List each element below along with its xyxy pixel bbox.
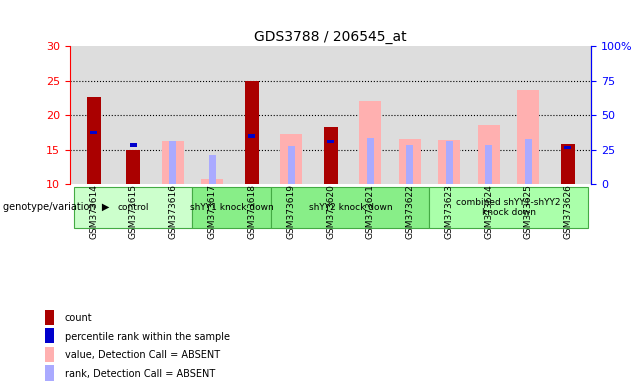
Bar: [130, 143, 137, 147]
Text: GSM373625: GSM373625: [524, 184, 533, 239]
Text: percentile rank within the sample: percentile rank within the sample: [65, 332, 230, 342]
Text: count: count: [65, 313, 92, 323]
Text: combined shYY1-shYY2
knock down: combined shYY1-shYY2 knock down: [456, 198, 561, 217]
Text: genotype/variation  ▶: genotype/variation ▶: [3, 202, 109, 212]
Text: shYY1 knock down: shYY1 knock down: [190, 203, 274, 212]
Bar: [162, 141, 184, 184]
Bar: [485, 145, 492, 184]
Bar: [209, 155, 216, 184]
Text: GSM373621: GSM373621: [366, 184, 375, 239]
Text: GSM373614: GSM373614: [89, 184, 98, 239]
Bar: [399, 139, 420, 184]
Bar: [518, 89, 539, 184]
Bar: [280, 134, 302, 184]
FancyBboxPatch shape: [272, 187, 429, 228]
Text: control: control: [118, 203, 149, 212]
FancyBboxPatch shape: [193, 187, 272, 228]
Bar: [45, 347, 53, 362]
Bar: [45, 366, 53, 381]
FancyBboxPatch shape: [74, 187, 193, 228]
Text: GSM373616: GSM373616: [168, 184, 177, 239]
Text: GSM373618: GSM373618: [247, 184, 256, 239]
Bar: [367, 138, 374, 184]
Bar: [406, 145, 413, 184]
Text: GSM373620: GSM373620: [326, 184, 335, 239]
Bar: [127, 150, 140, 184]
Text: shYY2 knock down: shYY2 knock down: [308, 203, 392, 212]
Text: GSM373624: GSM373624: [484, 184, 494, 239]
Text: GSM373622: GSM373622: [405, 184, 414, 239]
Text: GSM373617: GSM373617: [208, 184, 217, 239]
Bar: [446, 141, 453, 184]
Bar: [438, 140, 460, 184]
Bar: [359, 101, 381, 184]
Bar: [45, 310, 53, 325]
Bar: [86, 96, 100, 184]
FancyBboxPatch shape: [429, 187, 588, 228]
Title: GDS3788 / 206545_at: GDS3788 / 206545_at: [254, 30, 407, 44]
Text: GSM373623: GSM373623: [445, 184, 453, 239]
Bar: [327, 140, 335, 143]
Text: GSM373615: GSM373615: [128, 184, 137, 239]
Text: rank, Detection Call = ABSENT: rank, Detection Call = ABSENT: [65, 369, 215, 379]
Bar: [525, 139, 532, 184]
Text: value, Detection Call = ABSENT: value, Detection Call = ABSENT: [65, 350, 220, 360]
Bar: [169, 141, 176, 184]
Text: GSM373626: GSM373626: [563, 184, 572, 239]
Bar: [324, 127, 338, 184]
Text: GSM373619: GSM373619: [287, 184, 296, 239]
Bar: [564, 146, 571, 149]
Bar: [202, 179, 223, 184]
Bar: [248, 134, 255, 138]
Bar: [478, 125, 500, 184]
Bar: [90, 131, 97, 134]
Bar: [287, 146, 294, 184]
Bar: [45, 328, 53, 343]
Bar: [245, 81, 259, 184]
Bar: [561, 144, 575, 184]
